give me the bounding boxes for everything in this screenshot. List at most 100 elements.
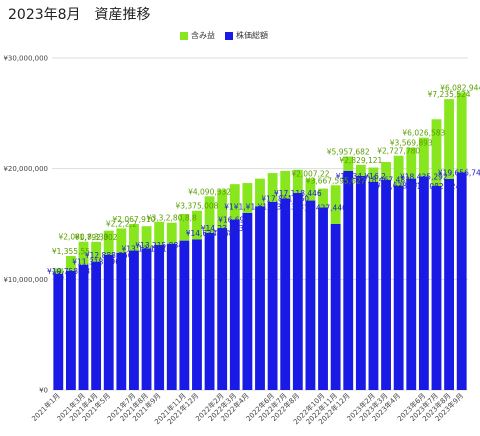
- bar-total: [204, 232, 215, 390]
- bar-gain: [91, 241, 102, 262]
- bar-gain: [368, 167, 379, 182]
- bar-gain: [292, 169, 303, 194]
- bar-gain: [116, 228, 127, 253]
- data-label-gain: ¥5,957,682: [327, 147, 370, 156]
- bar-gain: [229, 184, 240, 220]
- bar-gain: [431, 119, 442, 186]
- legend-label-total: 株価総額: [236, 31, 268, 40]
- bar-total: [418, 176, 429, 390]
- y-tick-label: ¥10,000,000: [3, 276, 48, 284]
- bar-total: [406, 178, 417, 390]
- data-label-gain: ¥4,090,332: [188, 187, 231, 196]
- bar-total: [305, 200, 316, 390]
- bar-total: [116, 252, 127, 390]
- data-label-total: ¥13,215,884: [135, 241, 183, 250]
- bar-gain: [267, 173, 278, 202]
- bar-gain: [418, 137, 429, 177]
- data-label-gain: ¥1,355,55: [52, 247, 90, 256]
- data-label-gain: ¥3,3,2,80,8,8: [147, 214, 197, 223]
- bar-total: [355, 175, 366, 390]
- legend-item-gain: 含み益: [180, 30, 215, 41]
- bar-gain: [393, 155, 404, 186]
- legend-item-total: 株価総額: [225, 30, 268, 41]
- bar-total: [318, 207, 328, 390]
- bar-gain: [65, 255, 76, 271]
- bar-total: [65, 270, 76, 390]
- data-label-gain: ¥6,026,583: [402, 129, 445, 138]
- bar-gain: [129, 224, 139, 251]
- data-label-total: ¥14,23,223: [201, 224, 244, 233]
- data-label-gain: ¥2,829,121: [339, 156, 382, 165]
- bar-total: [91, 261, 102, 390]
- data-label-total: ¥18,467,483: [362, 176, 410, 185]
- data-label-gain: ¥2,007,22: [291, 169, 329, 178]
- y-tick-label: ¥30,000,000: [3, 55, 48, 63]
- bar-total: [141, 248, 152, 390]
- bar-total: [381, 179, 391, 390]
- bar-total: [368, 181, 379, 390]
- legend-swatch-gain: [180, 31, 188, 40]
- bar-gain: [406, 147, 417, 179]
- bar-gain: [179, 214, 190, 241]
- data-label-total: ¥19,082,724: [413, 182, 461, 191]
- bar-total: [444, 178, 455, 390]
- bar-gain: [456, 92, 467, 173]
- bar-gain: [192, 210, 202, 240]
- data-label-gain: ¥2,080,8,339: [58, 233, 108, 242]
- bar-total: [103, 254, 114, 390]
- bar-gain: [103, 230, 114, 255]
- data-label-total: ¥18,435,292: [400, 172, 448, 181]
- data-label-total: ¥16,69,5: [218, 216, 252, 225]
- bar-gain: [305, 178, 316, 201]
- data-label-total: ¥12,888,850: [85, 251, 133, 260]
- data-label-total: ¥14,634,568: [186, 229, 234, 238]
- bar-total: [255, 206, 265, 390]
- bar-total: [217, 228, 228, 390]
- data-label-gain: ¥2,727,780: [377, 147, 420, 156]
- data-label-total: ¥10,758,937: [47, 267, 95, 276]
- data-label-gain: ¥3,569,893: [390, 139, 433, 148]
- bar-total: [431, 185, 442, 390]
- bar-total: [242, 212, 253, 390]
- bar-gain: [280, 170, 291, 199]
- y-tick-label: ¥0: [39, 387, 48, 395]
- bar-total: [129, 250, 139, 390]
- data-label-total: ¥1(: [52, 270, 65, 279]
- bar-total: [280, 198, 291, 390]
- bar-gain: [166, 222, 177, 244]
- data-label-gain: ¥3,667,595,627: [306, 176, 366, 185]
- bar-gain: [330, 185, 341, 224]
- bar-gain: [343, 156, 354, 171]
- bar-gain: [444, 99, 455, 179]
- legend-swatch-total: [225, 31, 233, 40]
- bar-gain: [217, 189, 228, 229]
- legend: 含み益 株価総額: [180, 30, 268, 41]
- data-label-gain: ¥6,082,944: [440, 83, 480, 92]
- data-label-total: ¥19,656,748: [438, 168, 480, 177]
- bar-total: [179, 240, 190, 390]
- bar-gain: [318, 188, 328, 208]
- bar-total: [292, 193, 303, 390]
- data-label-total: ¥13,13,12,12: [121, 244, 171, 253]
- bar-gain: [154, 221, 165, 246]
- bar-total: [267, 201, 278, 390]
- data-label-gain: ¥2,2,2,2: [106, 219, 137, 228]
- bar-total: [343, 170, 354, 390]
- bar-total: [393, 185, 404, 390]
- bar-total: [154, 245, 165, 390]
- y-tick-label: ¥20,000,000: [3, 165, 48, 173]
- data-label-total: ¥19,638,2,1: [376, 182, 422, 191]
- data-label-gain: ¥7,235,524: [428, 90, 471, 99]
- bar-total: [53, 273, 64, 390]
- data-label-gain: ¥1,792,802: [75, 233, 118, 242]
- bar-gain: [242, 183, 253, 213]
- legend-label-gain: 含み益: [191, 31, 215, 40]
- data-label-total: ¥15,427,440: [299, 203, 347, 212]
- data-label-total: ¥17,118,446: [274, 189, 322, 198]
- chart-title: 2023年8月 資産推移: [8, 7, 151, 23]
- bar-gain: [255, 178, 265, 207]
- bar-total: [229, 219, 240, 390]
- data-label-gain: ¥3,375,008: [175, 202, 218, 211]
- bar-total: [330, 224, 341, 390]
